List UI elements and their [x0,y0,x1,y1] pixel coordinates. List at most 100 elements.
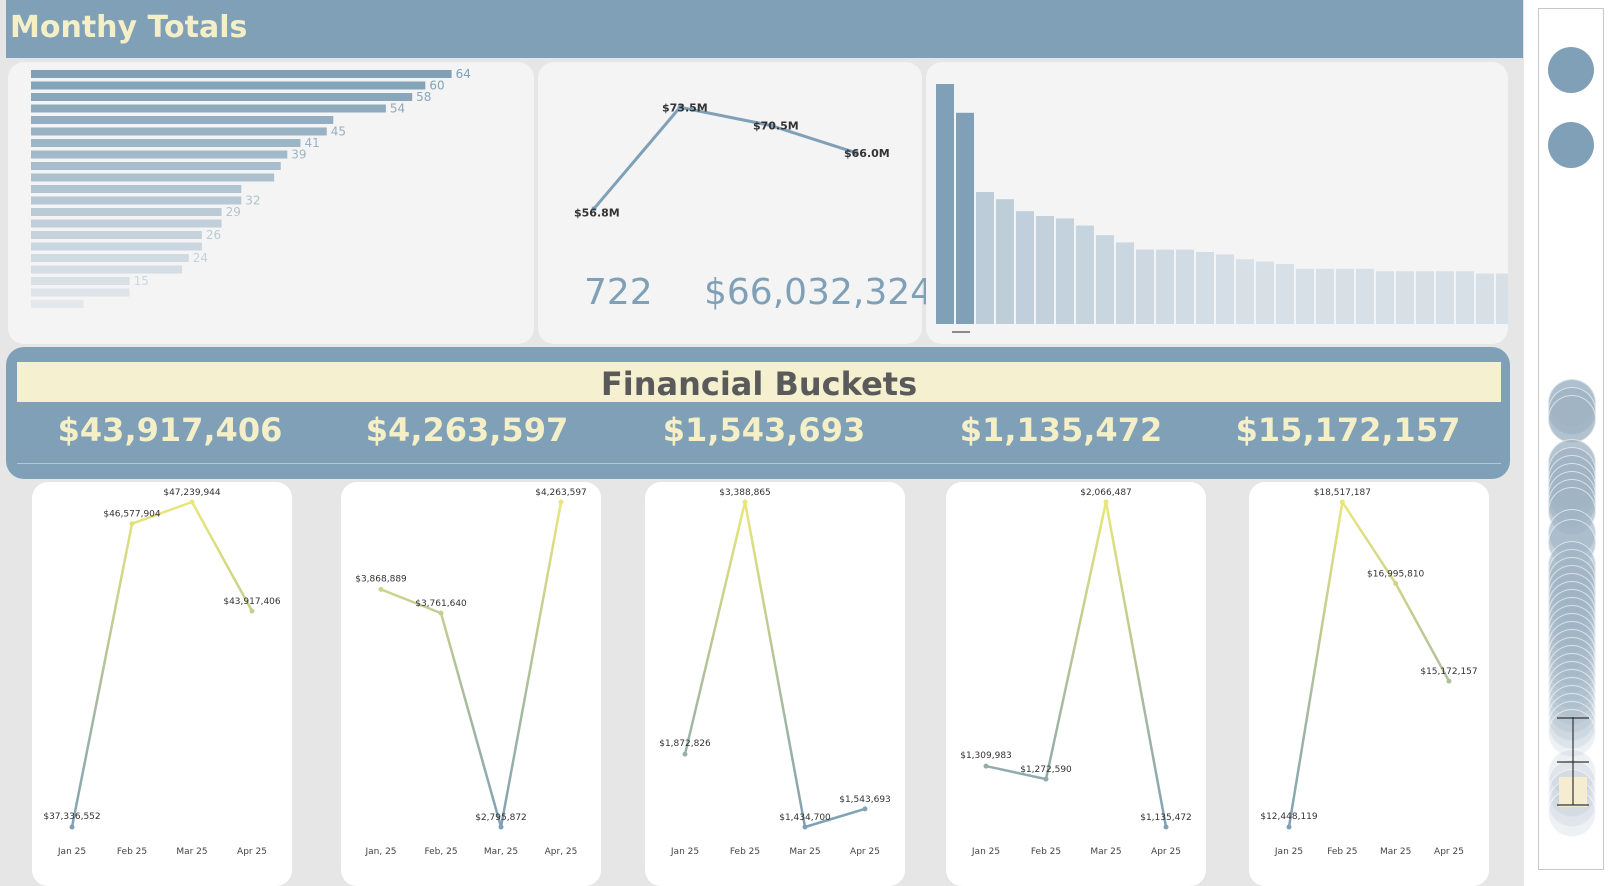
circle-filter-icon[interactable] [1548,122,1594,168]
column[interactable] [1296,268,1314,324]
bucket-point[interactable] [1103,499,1109,505]
circle-filter-icon[interactable] [1548,47,1594,93]
bar[interactable] [31,219,222,228]
column[interactable] [1476,273,1494,324]
column[interactable] [1136,249,1154,324]
stacked-circles-icon[interactable] [1539,369,1603,839]
bar[interactable] [31,208,222,216]
bucket-line-chart-1: $37,336,552 Jan 25 $46,577,904 Feb 25 $47,23… [43,488,281,857]
bar[interactable] [31,231,202,239]
bar[interactable] [31,139,301,147]
trend-point[interactable] [853,150,859,156]
column[interactable] [1116,242,1134,324]
bucket-value-4: $1,135,472 [959,411,1163,449]
bucket-point[interactable] [1339,499,1345,505]
bucket-axis-label: Apr 25 [1434,847,1464,857]
column[interactable] [1276,264,1294,324]
bucket-point[interactable] [862,806,868,812]
range-slider-icon[interactable] [1539,717,1603,817]
column[interactable] [1456,271,1474,324]
column[interactable] [1336,268,1354,324]
column[interactable] [1076,225,1094,324]
bar[interactable] [31,196,242,205]
column[interactable] [1236,259,1254,324]
bucket-point[interactable] [249,608,255,614]
bar[interactable] [31,81,426,90]
bucket-point[interactable] [498,824,504,830]
bar[interactable] [31,127,327,136]
column[interactable] [1096,235,1114,324]
monthly-trend-card: $56.8M $73.5M $70.5M $66.0M 722 $66,032,324 [538,62,933,344]
column[interactable] [1396,271,1414,324]
trend-point[interactable] [591,206,597,212]
bucket-point[interactable] [1043,776,1049,782]
bar[interactable] [31,173,275,182]
column[interactable] [1036,216,1054,324]
bucket-point-label: $1,872,826 [659,739,711,749]
bucket-axis-label: Apr 25 [850,847,880,857]
bar[interactable] [31,150,288,159]
bucket-point-label: $3,388,865 [719,488,771,498]
bucket-point-label: $1,434,700 [779,813,831,823]
bar[interactable] [31,277,130,285]
bar[interactable] [31,242,202,251]
bar[interactable] [31,300,84,308]
bucket-point[interactable] [1163,824,1169,830]
column[interactable] [1416,271,1434,324]
bucket-line-segment [743,501,807,828]
divider [17,463,1501,464]
bucket-chart-card-3: $1,872,826 Jan 25 $3,388,865 Feb 25 $1,434,7… [645,482,905,886]
column[interactable] [1216,254,1234,324]
bar-label: 60 [429,79,444,93]
column[interactable] [1356,268,1374,324]
bucket-line-chart-4: $1,309,983 Jan 25 $1,272,590 Feb 25 $2,066,4… [960,488,1192,857]
column[interactable] [936,84,954,324]
bucket-point-label: $1,135,472 [1140,813,1192,823]
bar[interactable] [31,70,452,78]
column[interactable] [1316,268,1334,324]
bucket-point[interactable] [558,499,564,505]
bucket-point[interactable] [742,499,748,505]
column[interactable] [956,112,974,324]
column[interactable] [1256,261,1274,324]
bucket-point[interactable] [378,586,384,592]
bucket-point[interactable] [189,499,195,505]
bucket-point[interactable] [438,610,444,616]
bucket-point[interactable] [1393,580,1399,586]
bar[interactable] [31,185,242,193]
stacked-circle [1548,395,1596,443]
column[interactable] [976,192,994,324]
bar[interactable] [31,265,183,274]
column[interactable] [1056,218,1074,324]
column[interactable] [1176,249,1194,324]
column[interactable] [1196,252,1214,324]
bucket-line-segment [804,807,866,829]
bar[interactable] [31,104,386,113]
financial-buckets-title-bar: Financial Buckets [17,362,1501,403]
bar[interactable] [31,162,281,170]
bucket-point[interactable] [802,824,808,830]
bar-label: 39 [291,148,306,162]
page-title: Monthy Totals [10,10,248,45]
column-chart-card [926,62,1508,344]
bucket-point[interactable] [682,751,688,757]
bar[interactable] [31,93,413,101]
column[interactable] [996,199,1014,324]
bar[interactable] [31,288,130,297]
bucket-point[interactable] [1446,678,1452,684]
column[interactable] [1436,271,1454,324]
bar[interactable] [31,254,189,262]
bucket-chart-card-1: $37,336,552 Jan 25 $46,577,904 Feb 25 $47,23… [32,482,292,886]
trend-point[interactable] [677,104,683,110]
bucket-point[interactable] [129,521,135,527]
bucket-point[interactable] [1286,824,1292,830]
trend-point[interactable] [768,123,774,129]
bar[interactable] [31,116,334,124]
bucket-point[interactable] [69,824,75,830]
bucket-point[interactable] [983,763,989,769]
column[interactable] [1016,211,1034,324]
column[interactable] [1156,249,1174,324]
column[interactable] [1496,273,1508,324]
column[interactable] [1376,271,1394,324]
